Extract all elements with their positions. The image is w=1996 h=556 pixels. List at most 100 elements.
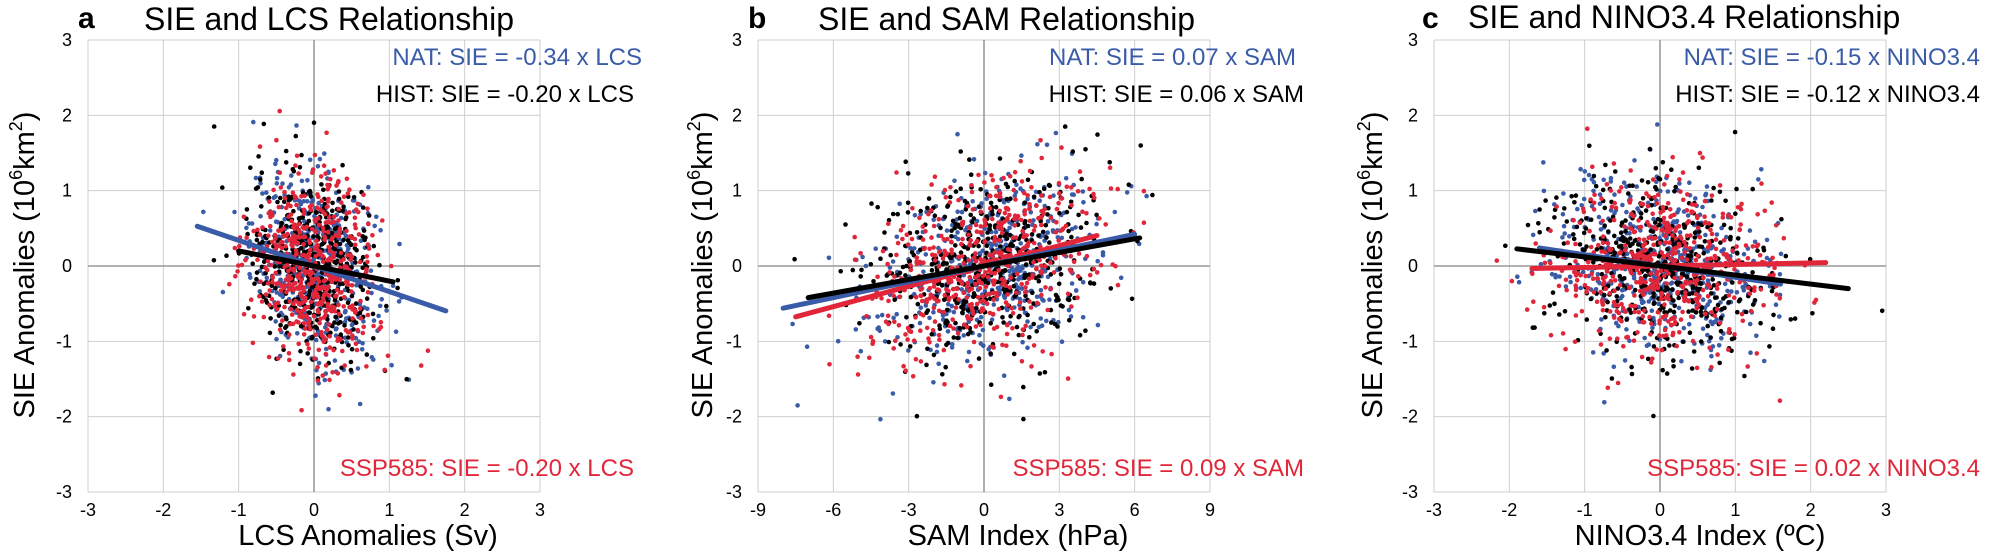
ssp585-point [1638,276,1644,281]
ssp585-point [918,311,924,317]
ssp585-point [956,197,961,203]
ssp585-point [1676,223,1682,229]
nat-point [1047,297,1052,303]
hist-point [925,205,930,211]
ssp585-point [1042,264,1048,269]
ssp585-point [1648,332,1653,337]
hist-point [333,314,339,320]
ssp585-point [926,211,931,217]
nat-point [1066,307,1072,313]
nat-point [253,175,259,181]
ssp585-point [990,290,996,296]
ssp585-point [1677,177,1682,182]
nat-point [906,348,911,353]
ssp585-point [1039,269,1044,274]
hist-point [1651,294,1656,299]
ssp585-point [1058,196,1064,201]
panel-a-trend-lines [194,223,449,314]
hist-point [976,204,982,209]
ssp585-point [886,298,891,304]
x-tick-label: -6 [825,500,841,520]
hist-point [1652,300,1657,306]
ssp585-point [927,286,933,291]
ssp585-point [340,348,345,354]
hist-point [283,148,289,154]
ssp585-point [929,182,934,187]
ssp585-point [1654,278,1660,284]
ssp585-point [294,223,300,228]
ssp585-point [1650,251,1655,257]
ssp585-point [992,234,998,240]
ssp585-point [1591,200,1597,206]
nat-point [1567,234,1572,239]
ssp585-point [281,344,286,349]
ssp585-point [971,339,977,345]
ssp585-point [910,206,915,211]
hist-point [1057,266,1063,271]
ssp585-point [344,228,349,234]
ssp585-point [1029,364,1034,369]
ssp585-point [298,280,304,285]
ssp585-point [236,263,241,268]
hist-point [1057,210,1062,216]
nat-point [1759,167,1764,172]
nat-point [878,416,883,422]
ssp585-point [1020,332,1025,338]
hist-point [1040,229,1046,235]
ssp585-point [311,291,316,296]
ssp585-point [282,304,287,310]
ssp585-point [272,236,278,241]
ssp585-point [1697,234,1703,240]
ssp585-point [1730,248,1735,253]
ssp585-point [337,229,342,235]
hist-point [1542,311,1547,316]
ssp585-point [1017,300,1023,305]
ssp585-point [1027,206,1032,212]
ssp585-point [352,236,358,242]
nat-point [894,311,899,317]
ssp585-point [1643,280,1648,285]
ssp585-point [1622,224,1627,229]
ssp585-point [1039,215,1044,220]
hist-point [1629,364,1634,370]
hist-point [1702,239,1708,244]
hist-point [272,264,278,269]
ssp585-point [1027,202,1032,207]
ssp585-point [1726,347,1731,352]
ssp585-point [1115,282,1121,288]
ssp585-point [1683,279,1689,285]
ssp585-point [1654,347,1659,352]
ssp585-point [1630,213,1636,219]
ssp585-point [321,163,327,168]
hist-point [1623,229,1628,234]
ssp585-point [1696,302,1702,308]
ssp585-point [348,257,354,262]
hist-point [246,306,251,311]
nat-point [1627,338,1632,344]
ssp585-point [1605,241,1611,246]
ssp585-point [997,238,1003,243]
hist-point [1554,195,1559,200]
ssp585-point [316,194,321,200]
nat-point [1063,176,1069,181]
ssp585-point [244,235,249,240]
ssp585-point [301,321,307,326]
hist-point [929,268,935,273]
ssp585-point [1628,303,1633,309]
ssp585-point [948,185,953,190]
ssp585-point [1599,249,1604,254]
nat-point [1578,285,1583,291]
hist-point [886,339,892,345]
ssp585-point [1581,209,1587,215]
ssp585-point [326,293,331,298]
ssp585-point [1628,168,1633,173]
ssp585-point [282,283,288,288]
nat-point [1734,290,1740,295]
ssp585-point [1589,271,1594,277]
ssp585-point [290,321,296,327]
hist-point [1044,235,1049,240]
ssp585-point [1812,300,1817,305]
hist-point [1701,250,1706,256]
hist-point [296,216,302,222]
ssp585-point [271,187,276,193]
